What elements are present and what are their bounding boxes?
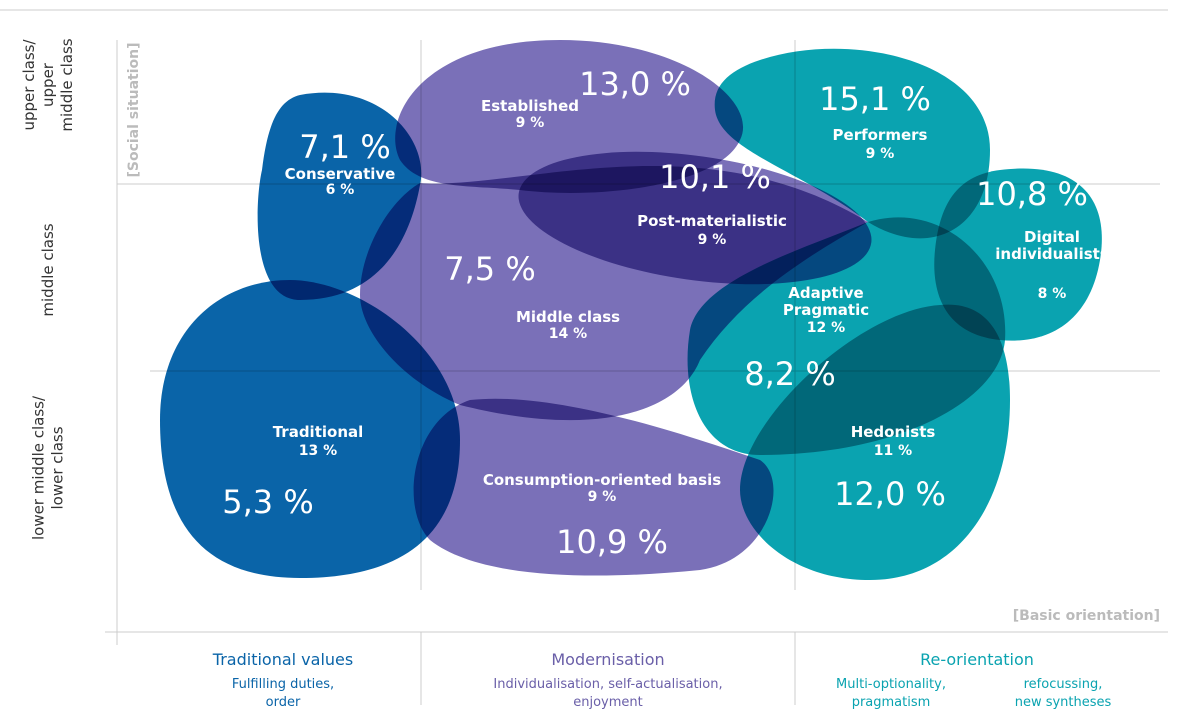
milieu-change: 12,0 %: [834, 475, 946, 513]
milieu-name: individualists: [995, 245, 1109, 263]
milieu-name: Conservative: [285, 165, 396, 183]
blobs: [160, 40, 1102, 580]
y-level-label: upper: [39, 62, 57, 107]
milieu-name: Pragmatic: [783, 301, 869, 319]
milieu-share: 9 %: [588, 489, 617, 505]
y-level-label: upper class/: [20, 39, 38, 131]
milieu-share: 12 %: [807, 320, 845, 336]
y-level-label: middle class: [58, 38, 76, 131]
consumption-blob: [413, 398, 774, 576]
milieu-change: 8,2 %: [744, 355, 835, 393]
milieu-name: Established: [481, 97, 579, 115]
milieu-share: 14 %: [549, 326, 587, 342]
x-axis-title: [Basic orientation]: [1013, 608, 1160, 624]
x-group-subtitle: order: [266, 695, 301, 710]
milieu-name: Middle class: [516, 308, 620, 326]
y-axis-title: [Social situation]: [126, 42, 142, 177]
x-group-subtitle: Multi-optionality,: [836, 677, 946, 692]
milieu-change: 13,0 %: [579, 65, 691, 103]
milieu-share: 13 %: [299, 443, 337, 459]
milieu-share: 6 %: [326, 182, 355, 198]
milieu-change: 10,8 %: [976, 175, 1088, 213]
milieu-name: Consumption-oriented basis: [483, 471, 721, 489]
milieu-share: 9 %: [698, 232, 727, 248]
x-group-subtitle: Fulfilling duties,: [232, 677, 334, 692]
milieu-name: Hedonists: [851, 423, 936, 441]
x-group-title: Modernisation: [551, 650, 664, 669]
milieu-name: Adaptive: [788, 284, 863, 302]
milieu-share: 11 %: [874, 443, 912, 459]
milieu-change: 5,3 %: [222, 483, 313, 521]
digital-blob: [934, 168, 1102, 341]
x-group-subtitle: refocussing,: [1024, 677, 1103, 692]
y-level-label: lower class: [49, 426, 67, 509]
milieu-share: 8 %: [1038, 286, 1067, 302]
milieu-change: 7,5 %: [444, 250, 535, 288]
traditional-blob: [160, 280, 460, 578]
milieu-name: Post-materialistic: [637, 212, 787, 230]
x-group-subtitle: pragmatism: [852, 695, 931, 710]
post-materialistic-blob: [518, 151, 872, 285]
milieu-change: 10,9 %: [556, 523, 668, 561]
milieu-change: 10,1 %: [659, 158, 771, 196]
y-level-label: lower middle class/: [30, 395, 48, 540]
milieu-name: Traditional: [273, 423, 364, 441]
y-level-label: middle class: [39, 223, 57, 316]
milieu-share: 9 %: [516, 115, 545, 131]
hedonists-blob: [740, 304, 1010, 580]
milieu-share: 9 %: [866, 146, 895, 162]
performers-blob: [714, 48, 990, 239]
milieu-name: Digital: [1024, 228, 1080, 246]
x-group-subtitle: Individualisation, self-actualisation,: [493, 677, 722, 692]
x-group-subtitle: enjoyment: [573, 695, 643, 710]
x-group-title: Traditional values: [212, 650, 353, 669]
milieu-name: Performers: [833, 126, 928, 144]
x-group-subtitle: new syntheses: [1015, 695, 1112, 710]
x-group-title: Re-orientation: [920, 650, 1034, 669]
milieu-change: 15,1 %: [819, 80, 931, 118]
milieu-change: 7,1 %: [299, 128, 390, 166]
